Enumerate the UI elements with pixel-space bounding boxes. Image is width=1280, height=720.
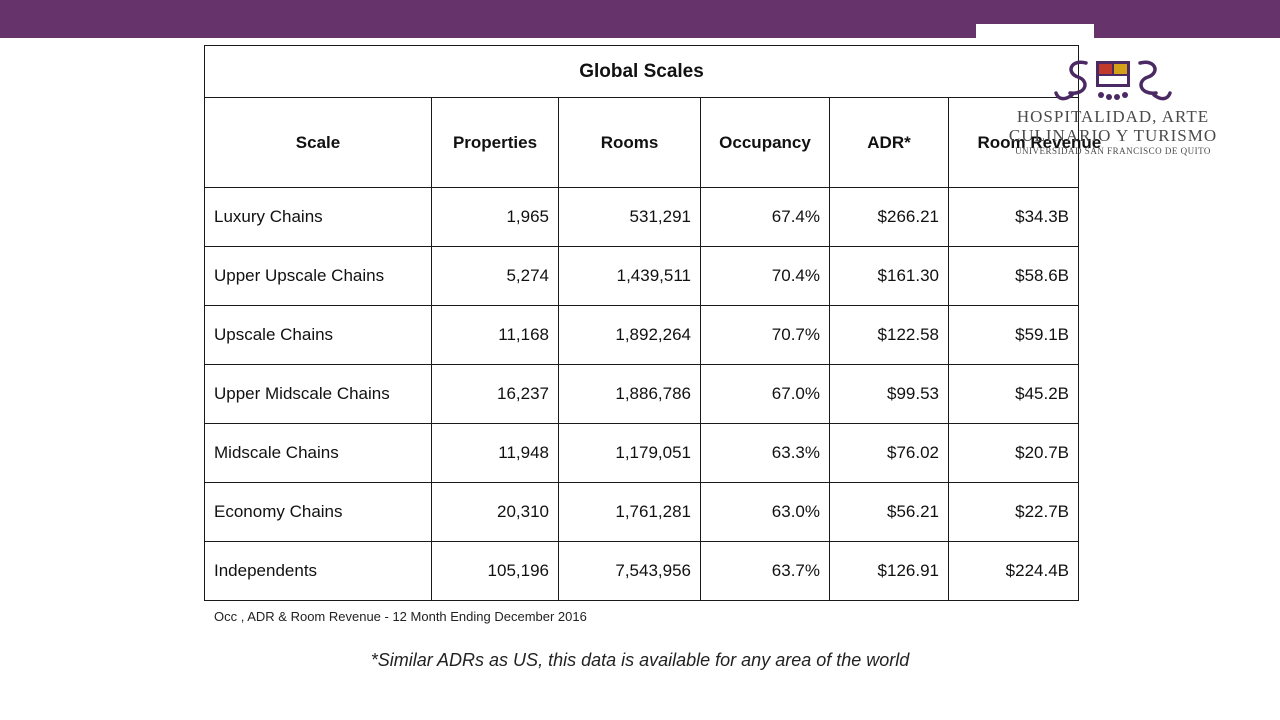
cell-room-revenue: $34.3B bbox=[948, 187, 1079, 247]
cell-scale: Economy Chains bbox=[204, 482, 432, 542]
column-header-rooms: Rooms bbox=[558, 97, 701, 188]
cell-adr: $161.30 bbox=[829, 246, 949, 306]
cell-properties: 11,948 bbox=[431, 423, 559, 483]
column-header-properties: Properties bbox=[431, 97, 559, 188]
table-row: Independents 105,196 7,543,956 63.7% $126.91… bbox=[204, 541, 1079, 601]
cell-properties: 105,196 bbox=[431, 541, 559, 601]
cell-adr: $266.21 bbox=[829, 187, 949, 247]
table-header-row: Scale Properties Rooms Occupancy ADR* Ro… bbox=[204, 97, 1101, 188]
table-title: Global Scales bbox=[204, 45, 1079, 98]
cell-occupancy: 63.3% bbox=[700, 423, 830, 483]
column-header-adr: ADR* bbox=[829, 97, 949, 188]
cell-occupancy: 70.7% bbox=[700, 305, 830, 365]
column-header-room-revenue: Room Revenue bbox=[948, 97, 1101, 188]
cell-occupancy: 70.4% bbox=[700, 246, 830, 306]
cell-scale: Midscale Chains bbox=[204, 423, 432, 483]
table-row: Midscale Chains 11,948 1,179,051 63.3% $76.0… bbox=[204, 423, 1079, 483]
dragon-crest-icon bbox=[1054, 60, 1172, 101]
logo-text-line3: UNIVERSIDAD SAN FRANCISCO DE QUITO bbox=[1015, 146, 1211, 156]
cell-adr: $56.21 bbox=[829, 482, 949, 542]
cell-properties: 20,310 bbox=[431, 482, 559, 542]
cell-adr: $126.91 bbox=[829, 541, 949, 601]
top-bar-tab bbox=[976, 24, 1094, 38]
data-period-footnote: Occ , ADR & Room Revenue - 12 Month Endi… bbox=[214, 609, 587, 624]
cell-adr: $122.58 bbox=[829, 305, 949, 365]
cell-rooms: 531,291 bbox=[558, 187, 701, 247]
cell-properties: 1,965 bbox=[431, 187, 559, 247]
cell-occupancy: 63.0% bbox=[700, 482, 830, 542]
cell-properties: 11,168 bbox=[431, 305, 559, 365]
university-logo: HOSPITALIDAD, ARTE CULINARIO Y TURISMO U… bbox=[1008, 55, 1218, 160]
cell-adr: $76.02 bbox=[829, 423, 949, 483]
cell-scale: Luxury Chains bbox=[204, 187, 432, 247]
table-row: Luxury Chains 1,965 531,291 67.4% $266.21 $34… bbox=[204, 187, 1079, 247]
global-scales-table: Global Scales Scale Properties Rooms Occ… bbox=[204, 45, 1101, 601]
global-scales-table-container: Global Scales Scale Properties Rooms Occ… bbox=[204, 45, 1101, 601]
logo-text-line2: CULINARIO Y TURISMO bbox=[1008, 126, 1218, 145]
cell-rooms: 1,892,264 bbox=[558, 305, 701, 365]
logo-text-line1: HOSPITALIDAD, ARTE bbox=[1016, 107, 1210, 126]
table-row: Upper Midscale Chains 16,237 1,886,786 67.0… bbox=[204, 364, 1079, 424]
cell-rooms: 1,439,511 bbox=[558, 246, 701, 306]
cell-scale: Upper Upscale Chains bbox=[204, 246, 432, 306]
cell-room-revenue: $224.4B bbox=[948, 541, 1079, 601]
cell-room-revenue: $58.6B bbox=[948, 246, 1079, 306]
similar-adr-note: *Similar ADRs as US, this data is availa… bbox=[370, 650, 910, 670]
table-row: Upper Upscale Chains 5,274 1,439,511 70.4% $… bbox=[204, 246, 1079, 306]
cell-room-revenue: $59.1B bbox=[948, 305, 1079, 365]
table-title-row: Global Scales bbox=[204, 45, 1079, 98]
cell-properties: 5,274 bbox=[431, 246, 559, 306]
cell-properties: 16,237 bbox=[431, 364, 559, 424]
column-header-occupancy: Occupancy bbox=[700, 97, 830, 188]
cell-room-revenue: $22.7B bbox=[948, 482, 1079, 542]
cell-scale: Upscale Chains bbox=[204, 305, 432, 365]
cell-room-revenue: $45.2B bbox=[948, 364, 1079, 424]
column-header-scale: Scale bbox=[204, 97, 432, 188]
cell-scale: Upper Midscale Chains bbox=[204, 364, 432, 424]
cell-rooms: 1,179,051 bbox=[558, 423, 701, 483]
cell-occupancy: 63.7% bbox=[700, 541, 830, 601]
cell-rooms: 1,886,786 bbox=[558, 364, 701, 424]
cell-room-revenue: $20.7B bbox=[948, 423, 1079, 483]
table-row: Upscale Chains 11,168 1,892,264 70.7% $122.5… bbox=[204, 305, 1079, 365]
table-row: Economy Chains 20,310 1,761,281 63.0% $56.21… bbox=[204, 482, 1079, 542]
cell-rooms: 7,543,956 bbox=[558, 541, 701, 601]
cell-occupancy: 67.4% bbox=[700, 187, 830, 247]
cell-scale: Independents bbox=[204, 541, 432, 601]
cell-rooms: 1,761,281 bbox=[558, 482, 701, 542]
cell-adr: $99.53 bbox=[829, 364, 949, 424]
cell-occupancy: 67.0% bbox=[700, 364, 830, 424]
